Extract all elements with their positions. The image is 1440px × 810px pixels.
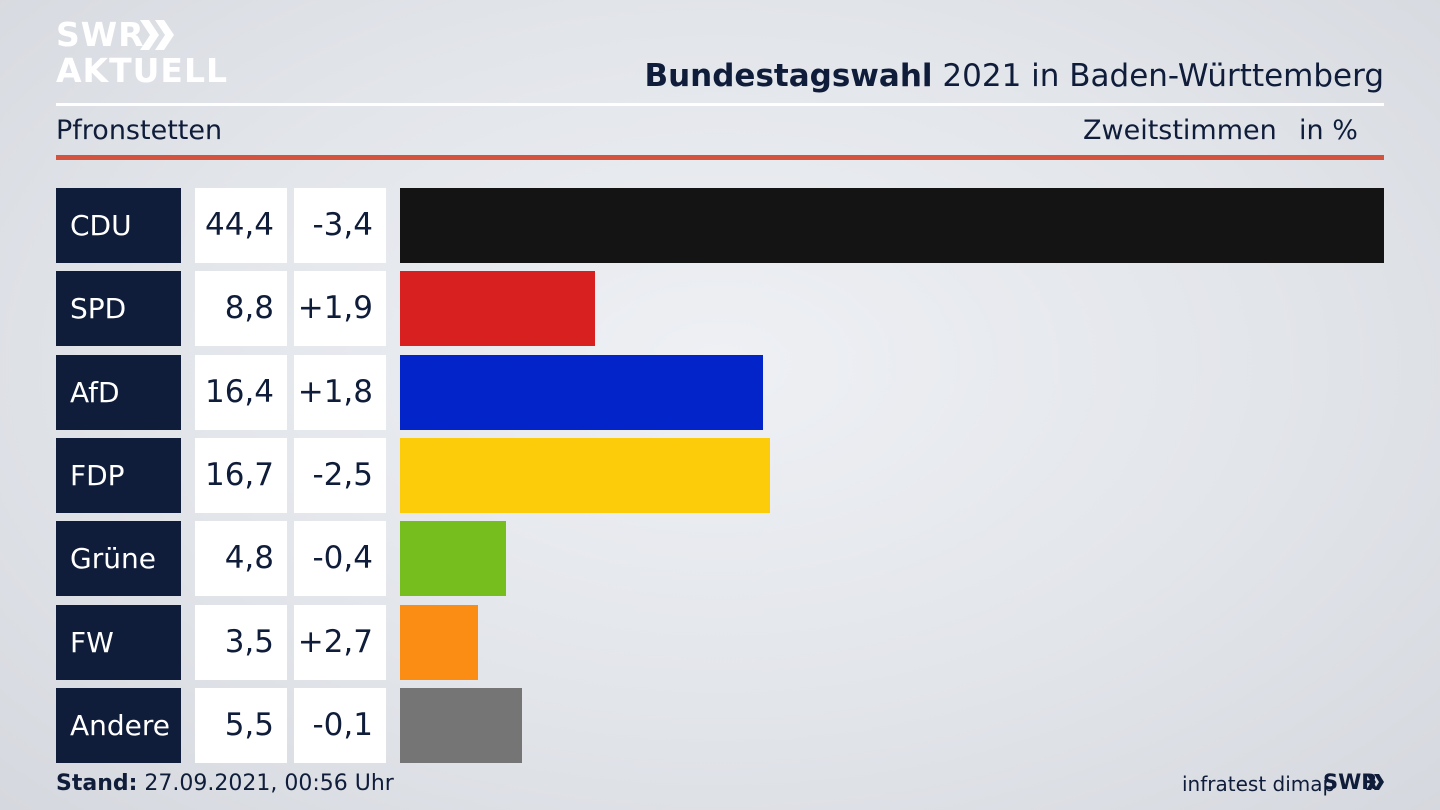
result-bar <box>400 355 763 430</box>
change-value: -0,4 <box>294 521 386 596</box>
result-bar <box>400 688 522 763</box>
header-divider <box>56 103 1384 106</box>
result-value: 16,4 <box>195 355 287 430</box>
logo-arrows-icon <box>140 20 174 50</box>
result-row: SPD 8,8 +1,9 <box>0 271 1440 346</box>
page-title: Bundestagswahl 2021 in Baden-Württemberg <box>644 58 1384 94</box>
swr-small-arrows-icon <box>1366 774 1384 790</box>
party-label: FW <box>56 605 181 680</box>
result-row: Grüne 4,8 -0,4 <box>0 521 1440 596</box>
party-label: Grüne <box>56 521 181 596</box>
title-rest: 2021 in Baden-Württemberg <box>932 58 1384 94</box>
result-value: 4,8 <box>195 521 287 596</box>
place-name: Pfronstetten <box>56 115 223 146</box>
result-row: CDU 44,4 -3,4 <box>0 188 1440 263</box>
timestamp: Stand: 27.09.2021, 00:56 Uhr <box>56 771 394 796</box>
title-bold: Bundestagswahl <box>644 58 933 94</box>
swr-aktuell-logo: SWR AKTUELL <box>56 15 229 92</box>
result-value: 44,4 <box>195 188 287 263</box>
party-label: Andere <box>56 688 181 763</box>
change-value: -3,4 <box>294 188 386 263</box>
result-bar <box>400 521 506 596</box>
timestamp-value: 27.09.2021, 00:56 Uhr <box>137 771 394 796</box>
party-label: CDU <box>56 188 181 263</box>
result-bar <box>400 271 595 346</box>
timestamp-label: Stand: <box>56 771 138 796</box>
result-value: 8,8 <box>195 271 287 346</box>
result-bar <box>400 188 1384 263</box>
accent-divider <box>56 155 1384 160</box>
change-value: -2,5 <box>294 438 386 513</box>
result-bar <box>400 438 770 513</box>
party-label: FDP <box>56 438 181 513</box>
party-label: AfD <box>56 355 181 430</box>
source-credit: infratest dimap <box>1182 772 1336 796</box>
result-value: 3,5 <box>195 605 287 680</box>
change-value: +1,9 <box>294 271 386 346</box>
change-value: +1,8 <box>294 355 386 430</box>
result-bar <box>400 605 478 680</box>
result-value: 16,7 <box>195 438 287 513</box>
logo-line-1: SWR <box>56 15 145 54</box>
result-row: FW 3,5 +2,7 <box>0 605 1440 680</box>
change-value: +2,7 <box>294 605 386 680</box>
logo-line-2: AKTUELL <box>56 51 229 90</box>
change-value: -0,1 <box>294 688 386 763</box>
party-label: SPD <box>56 271 181 346</box>
result-row: AfD 16,4 +1,8 <box>0 355 1440 430</box>
result-row: FDP 16,7 -2,5 <box>0 438 1440 513</box>
measure-label: Zweitstimmen <box>1083 115 1277 146</box>
result-row: Andere 5,5 -0,1 <box>0 688 1440 763</box>
unit-label: in % <box>1299 115 1358 146</box>
result-value: 5,5 <box>195 688 287 763</box>
